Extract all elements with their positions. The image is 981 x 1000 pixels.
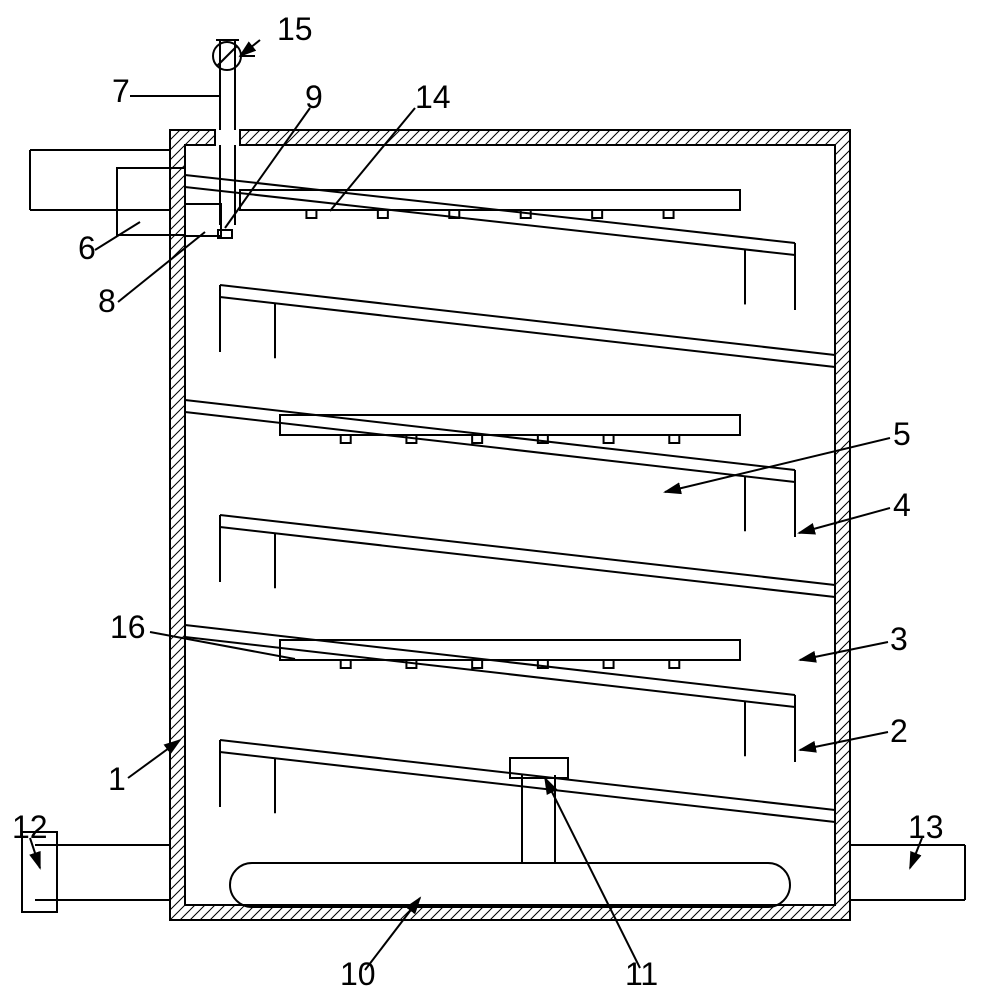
callout-13: 13 bbox=[908, 809, 944, 845]
callout-3: 3 bbox=[890, 621, 908, 657]
callout-4: 4 bbox=[893, 487, 911, 523]
callout-10: 10 bbox=[340, 956, 376, 992]
callout-11: 11 bbox=[625, 956, 658, 992]
callout-6: 6 bbox=[78, 230, 96, 266]
callout-7: 7 bbox=[112, 73, 130, 109]
callout-1: 1 bbox=[108, 761, 126, 797]
callout-16: 16 bbox=[110, 609, 146, 645]
callout-9: 9 bbox=[305, 79, 323, 115]
engineering-diagram: 15 7 9 14 68 5 4 16 3 2 1 12 13 10 11 bbox=[0, 0, 981, 1000]
callout-15: 15 bbox=[277, 11, 313, 47]
callout-2: 2 bbox=[890, 713, 908, 749]
callout-5: 5 bbox=[893, 416, 911, 452]
callout-12: 12 bbox=[12, 809, 48, 845]
callout-8: 8 bbox=[98, 283, 116, 319]
callout-14: 14 bbox=[415, 79, 451, 115]
